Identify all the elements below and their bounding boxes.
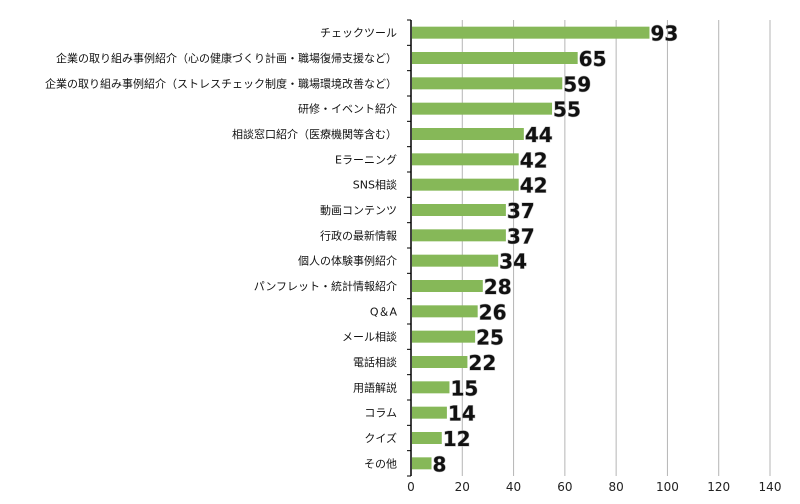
bar <box>412 356 468 368</box>
bar <box>412 457 432 470</box>
category-label: コラム <box>364 407 397 420</box>
x-tick-label: 60 <box>557 480 572 494</box>
category-label: 企業の取り組み事例紹介（ストレスチェック制度・職場環境改善など） <box>45 76 397 90</box>
bar <box>412 153 519 166</box>
data-label: 26 <box>479 300 507 324</box>
x-tick-label: 100 <box>656 480 679 494</box>
category-label: チェックツール <box>320 27 397 40</box>
category-label: パンフレット・統計情報紹介 <box>254 279 397 293</box>
data-label: 22 <box>468 351 496 375</box>
data-label: 15 <box>450 376 478 400</box>
category-label: 動画コンテンツ <box>320 203 397 217</box>
data-label: 37 <box>507 199 535 223</box>
data-label: 65 <box>579 47 607 71</box>
bar <box>412 26 650 39</box>
data-label: 55 <box>553 98 581 122</box>
category-label: その他 <box>364 457 397 470</box>
bar <box>412 52 578 64</box>
category-label: メール相談 <box>342 330 397 344</box>
x-tick-label: 140 <box>759 480 782 494</box>
data-label: 14 <box>448 402 476 426</box>
category-label: クイズ <box>364 431 397 445</box>
bar <box>412 432 442 444</box>
bar <box>412 381 450 394</box>
bar <box>412 280 483 292</box>
category-label: Eラーニング <box>335 152 397 166</box>
category-label: 個人の体験事例紹介 <box>298 254 397 268</box>
bar <box>412 204 506 216</box>
category-label: Q＆A <box>370 305 398 318</box>
x-tick-label: 80 <box>609 480 624 494</box>
data-label: 34 <box>499 250 527 274</box>
x-tick-label: 120 <box>707 480 730 494</box>
data-label: 8 <box>433 452 447 476</box>
bar <box>412 406 447 419</box>
bar <box>412 305 478 318</box>
bar <box>412 229 506 242</box>
bar <box>412 128 524 140</box>
bar <box>412 102 553 115</box>
x-tick-label: 0 <box>407 480 415 494</box>
category-label: 企業の取り組み事例紹介（心の健康づくり計画・職場復帰支援など） <box>56 51 397 65</box>
data-label: 12 <box>443 427 471 451</box>
bar <box>412 77 563 90</box>
category-label: SNS相談 <box>353 178 397 192</box>
x-tick-label: 40 <box>506 480 521 494</box>
data-label: 25 <box>476 326 504 350</box>
data-label: 37 <box>507 224 535 248</box>
x-tick-label: 20 <box>455 480 470 494</box>
data-label: 42 <box>520 174 548 198</box>
bar <box>412 178 519 191</box>
data-label: 28 <box>484 275 512 299</box>
data-label: 44 <box>525 123 553 147</box>
category-label: 行政の最新情報 <box>320 228 397 242</box>
category-label: 相談窓口紹介（医療機関等含む） <box>232 127 397 141</box>
data-label: 59 <box>563 72 591 96</box>
category-label: 用語解説 <box>353 380 397 394</box>
data-label: 42 <box>520 148 548 172</box>
bar <box>412 254 499 267</box>
bar <box>412 330 476 343</box>
category-label: 研修・イベント紹介 <box>298 102 397 116</box>
data-label: 93 <box>650 22 678 46</box>
category-label: 電話相談 <box>353 355 397 369</box>
